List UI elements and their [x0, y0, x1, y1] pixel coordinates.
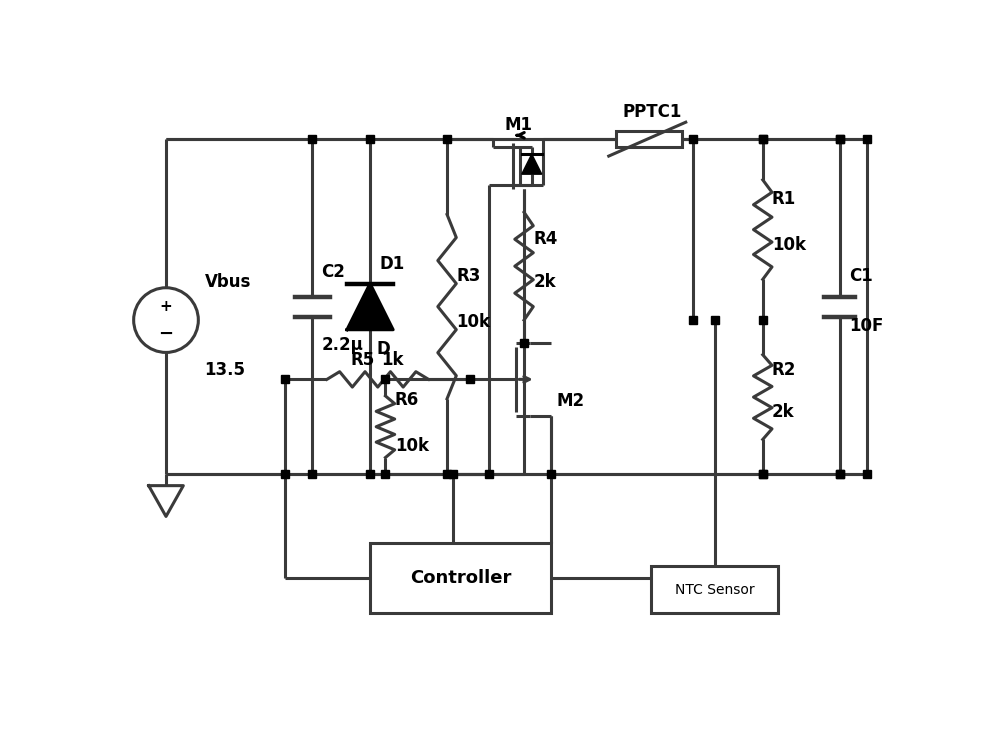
Text: D: D	[376, 340, 390, 358]
Text: 2k: 2k	[533, 272, 556, 291]
Bar	[370, 543, 551, 612]
Polygon shape	[347, 283, 393, 330]
Text: 1k: 1k	[382, 351, 404, 369]
Text: PPTC1: PPTC1	[622, 103, 682, 121]
Text: R3: R3	[456, 267, 481, 285]
Text: 10F: 10F	[849, 317, 883, 335]
Text: 10k: 10k	[772, 236, 806, 254]
Text: 2k: 2k	[772, 403, 795, 422]
Polygon shape	[522, 154, 542, 174]
Text: 10k: 10k	[395, 437, 429, 455]
Text: Controller: Controller	[410, 569, 511, 587]
Text: 13.5: 13.5	[205, 361, 246, 379]
Text: R6: R6	[395, 391, 419, 408]
Text: NTC Sensor: NTC Sensor	[675, 583, 754, 597]
Text: R1: R1	[772, 190, 796, 208]
Text: 10k: 10k	[456, 313, 490, 331]
Text: 2.2μ: 2.2μ	[322, 336, 363, 354]
Text: C2: C2	[322, 263, 345, 281]
Text: −: −	[158, 325, 174, 343]
Bar	[616, 132, 682, 147]
Text: Vbus: Vbus	[205, 272, 251, 291]
Text: D1: D1	[379, 255, 405, 273]
Text: R4: R4	[533, 230, 558, 248]
Text: +: +	[160, 299, 172, 314]
Text: C1: C1	[849, 267, 873, 285]
Bar	[651, 567, 778, 612]
Text: M1: M1	[505, 116, 533, 134]
Text: R2: R2	[772, 361, 796, 379]
Text: M2: M2	[556, 392, 585, 410]
Text: R5: R5	[351, 351, 375, 369]
